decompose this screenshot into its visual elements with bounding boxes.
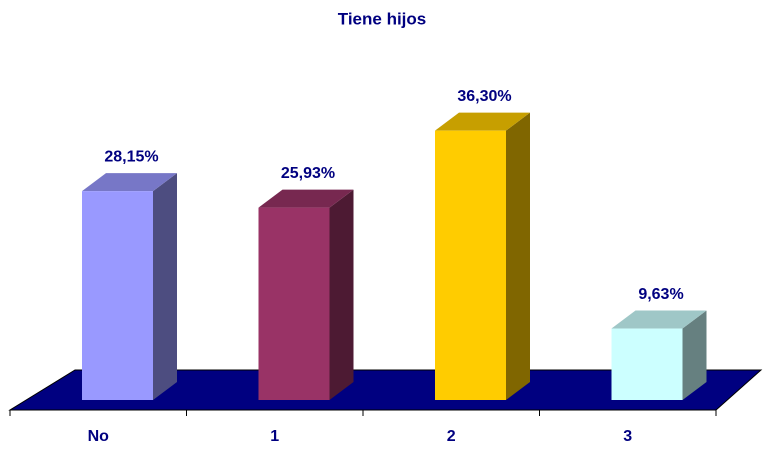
bar-top [435, 112, 530, 131]
x-tick-label: 3 [623, 428, 632, 445]
x-tick-label: 2 [447, 428, 456, 445]
data-label: 28,15% [104, 148, 158, 165]
bar [82, 191, 153, 400]
bar-top [82, 173, 177, 192]
chart-title: Tiene hijos [338, 9, 427, 28]
data-label: 36,30% [457, 88, 511, 105]
bar-side [506, 112, 530, 401]
bar-side [153, 173, 177, 400]
x-tick-label: No [88, 428, 110, 445]
x-tick-label: 1 [270, 428, 279, 445]
bar-top [611, 310, 707, 329]
data-label: 9,63% [638, 286, 683, 303]
bar-side [682, 310, 707, 400]
bar [611, 328, 683, 400]
bar-side [329, 189, 354, 400]
bar [258, 207, 330, 400]
data-label: 25,93% [281, 165, 335, 182]
bar-top [258, 189, 354, 208]
bar [435, 130, 506, 401]
